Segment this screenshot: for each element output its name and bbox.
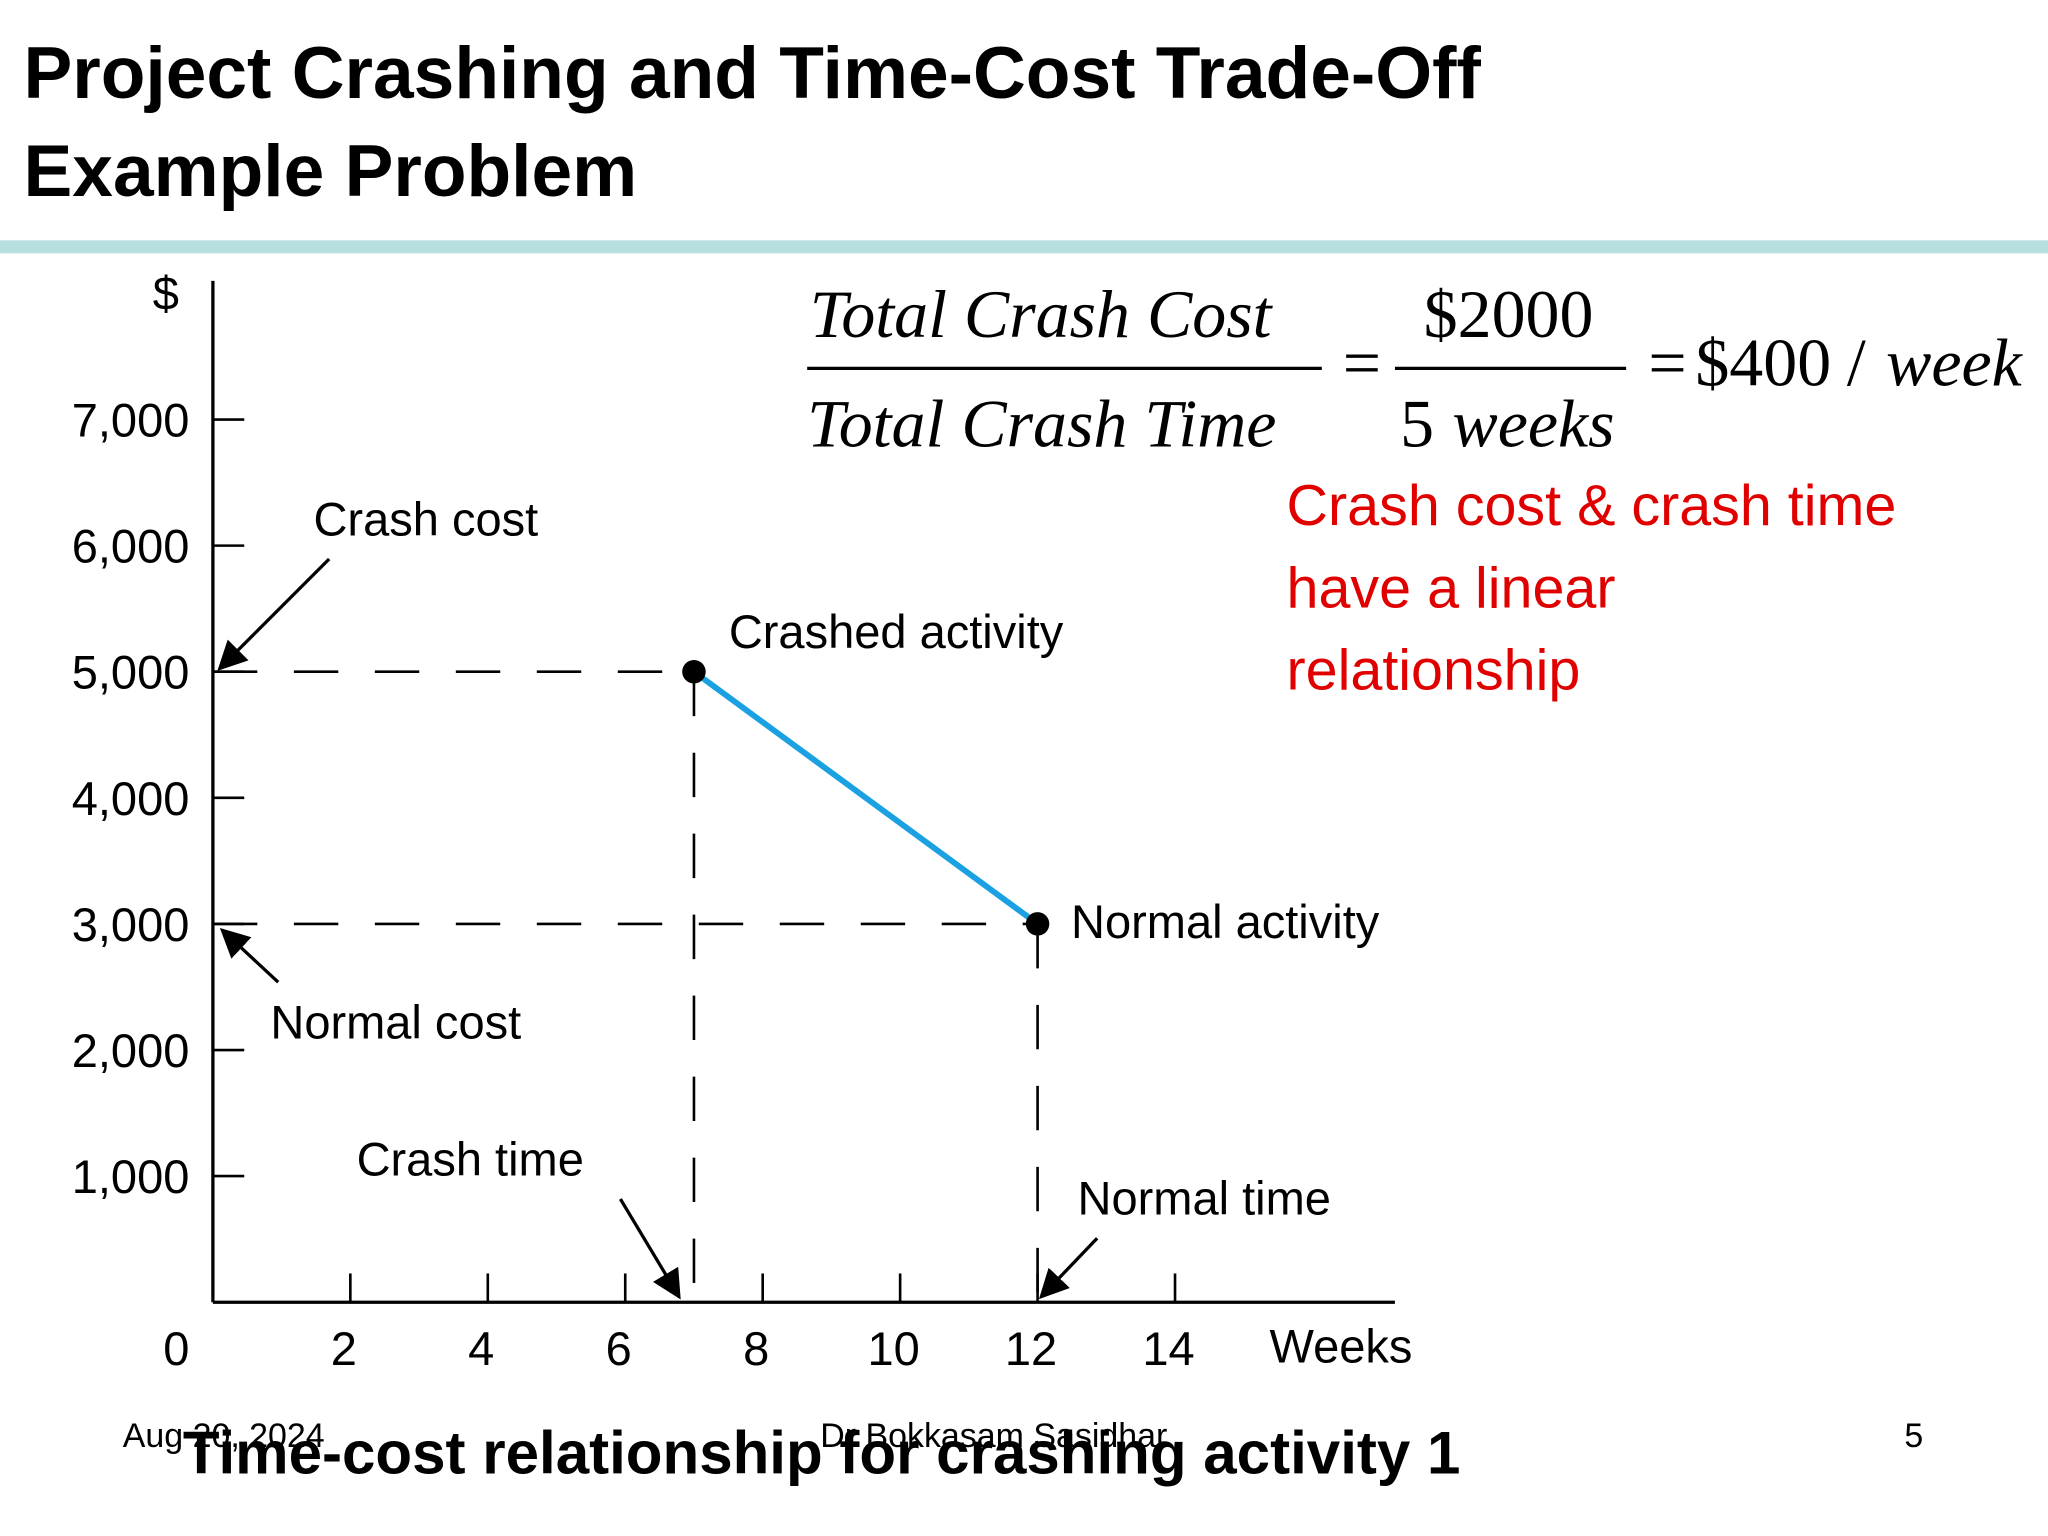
x-tick-label: 4 — [468, 1322, 494, 1375]
annotation: Normal activity — [1071, 895, 1380, 948]
formula-text: = — [1648, 324, 1686, 400]
y-tick-label: 7,000 — [72, 394, 190, 447]
annotation-arrow — [1038, 1237, 1099, 1300]
y-tick-label: 2,000 — [72, 1024, 190, 1077]
y-axis-label: $ — [153, 267, 179, 320]
formula-text: / — [1847, 324, 1866, 400]
annotation: Normal cost — [270, 995, 521, 1048]
annotation: Crashed activity — [729, 605, 1064, 658]
formula-text: week — [1886, 324, 2024, 400]
y-tick-label: 5,000 — [72, 646, 190, 699]
formula-text: $2000 — [1424, 276, 1594, 352]
title: Example Problem — [24, 131, 638, 212]
y-tick-label: 4,000 — [72, 772, 190, 825]
series-line — [692, 669, 1040, 927]
annotation-arrow — [219, 927, 280, 984]
x-tick-label: 6 — [606, 1322, 632, 1375]
title: Project Crashing and Time-Cost Trade-Off — [24, 33, 1482, 114]
footer-page: 5 — [1904, 1417, 1923, 1455]
point — [1025, 912, 1050, 936]
caption: Time-cost relationship for crashing acti… — [183, 1419, 1461, 1486]
x-tick-label: 0 — [163, 1322, 189, 1375]
annotation: Normal time — [1078, 1172, 1331, 1225]
formula-text: Total Crash Time — [807, 386, 1276, 462]
note: have a linear — [1287, 556, 1616, 620]
y-tick-label: 1,000 — [72, 1150, 190, 1203]
formula-text: = — [1343, 324, 1381, 400]
formula-text: weeks — [1452, 386, 1614, 462]
x-tick-label: 12 — [1005, 1322, 1057, 1375]
annotation: Crash time — [357, 1133, 584, 1186]
y-tick-label: 3,000 — [72, 898, 190, 951]
x-tick-label: 8 — [743, 1322, 769, 1375]
formula: Total Crash Cost Total Crash Time = $200… — [807, 276, 2023, 462]
note: Crash cost & crash time — [1287, 474, 1897, 538]
footer-date: Aug 20, 2024 — [123, 1417, 325, 1455]
formula-text: Total Crash Cost — [810, 276, 1274, 352]
annotation-arrow — [217, 557, 331, 671]
annotation-arrow — [619, 1198, 681, 1300]
title-bar — [0, 240, 2048, 254]
note: relationship — [1287, 639, 1581, 703]
point — [682, 659, 706, 684]
x-tick-label: 14 — [1142, 1322, 1194, 1375]
x-axis-label: Weeks — [1270, 1319, 1413, 1372]
x-tick-label: 2 — [331, 1322, 357, 1375]
footer-author: Dr Bokkasam Sasidhar — [820, 1417, 1167, 1455]
annotation: Crash cost — [313, 493, 538, 546]
formula-text: $400 — [1695, 324, 1831, 400]
x-tick-label: 10 — [867, 1322, 919, 1375]
formula-text: 5 — [1400, 386, 1434, 462]
y-tick-label: 6,000 — [72, 520, 190, 573]
